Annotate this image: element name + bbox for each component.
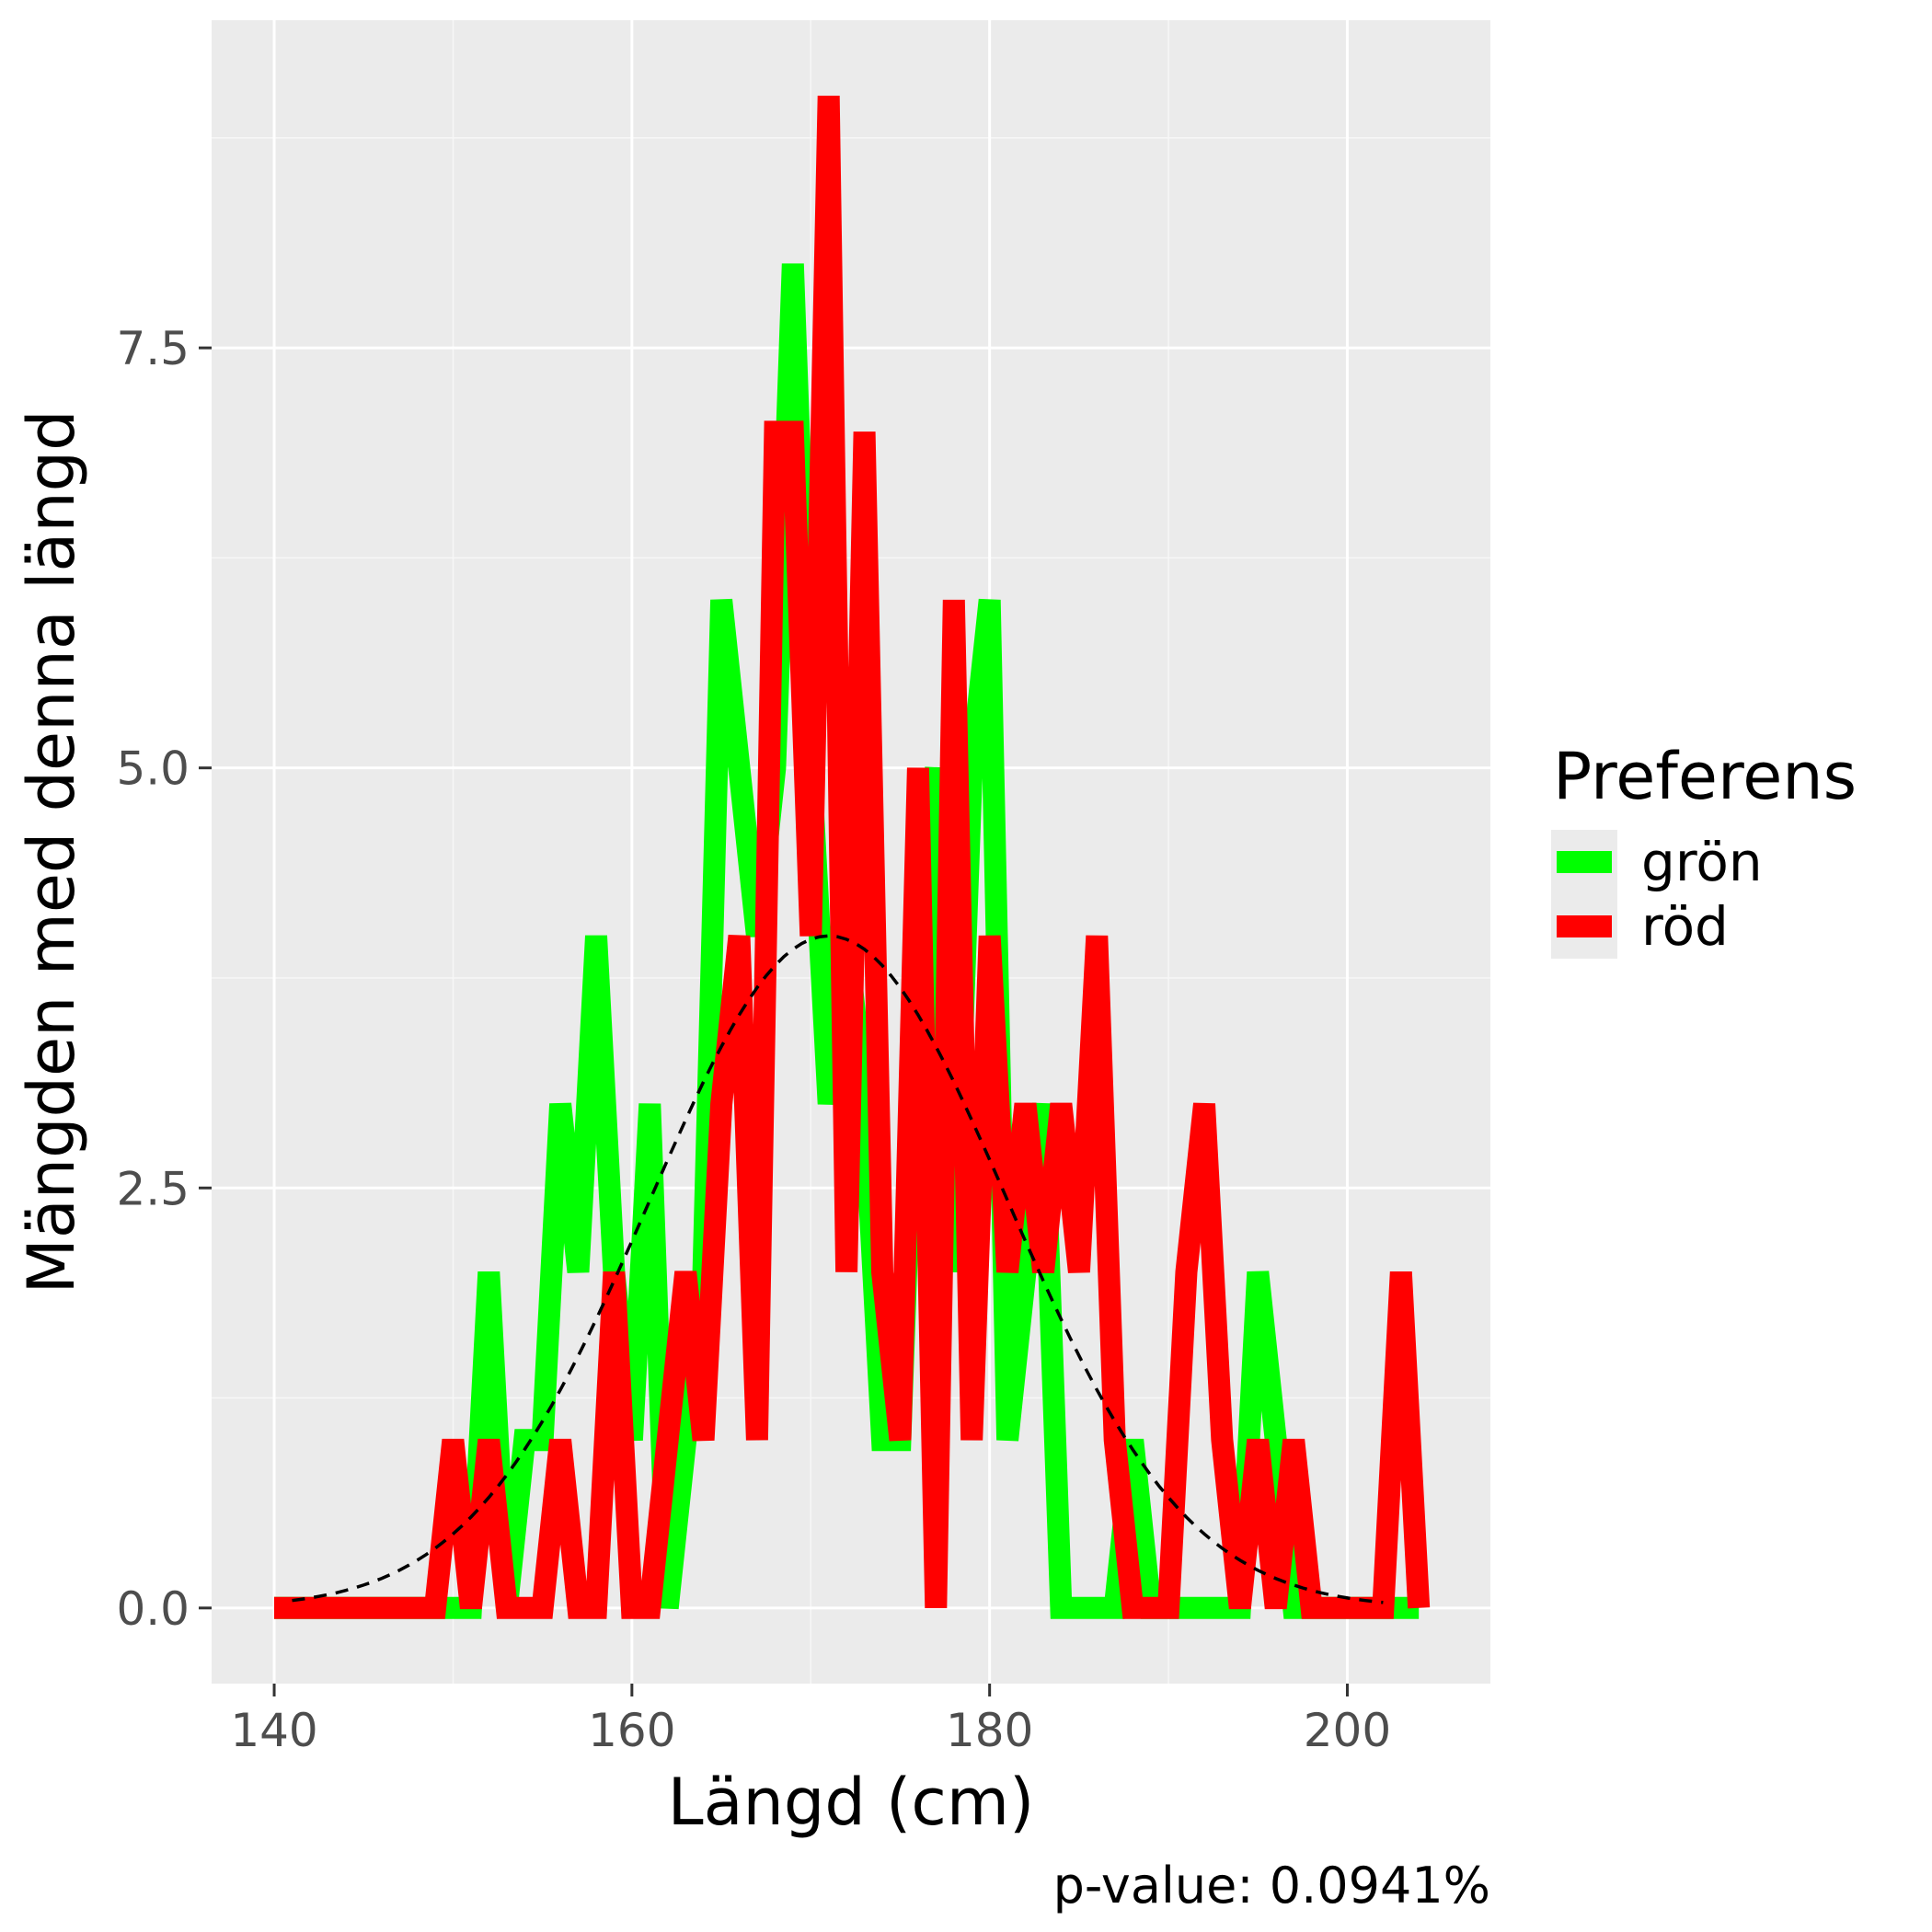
y-tick-label: 0.0 [116,1582,190,1636]
legend-label-grön: grön [1641,831,1763,893]
axis-ticks [199,346,1349,1696]
legend-title: Preferens [1553,739,1857,814]
x-tick-label: 160 [588,1704,675,1757]
y-axis-title: Mängden med denna längd [14,409,89,1294]
x-tick-label: 200 [1304,1704,1391,1757]
series-lines [274,95,1431,1619]
series-line-röd [274,95,1431,1619]
x-tick-label: 180 [946,1704,1033,1757]
x-tick-label: 140 [230,1704,317,1757]
tick-labels: 140 160 180 200 0.0 2.5 5.0 7.5 [116,322,1391,1757]
y-tick-label: 7.5 [116,322,190,375]
y-tick-label: 2.5 [116,1162,190,1215]
legend-label-röd: röd [1641,895,1729,958]
density-curve [292,934,1384,1604]
p-value-caption: p-value: 0.0941% [1053,1857,1490,1915]
y-tick-label: 5.0 [116,742,190,796]
x-axis-title: Längd (cm) [668,1765,1035,1840]
